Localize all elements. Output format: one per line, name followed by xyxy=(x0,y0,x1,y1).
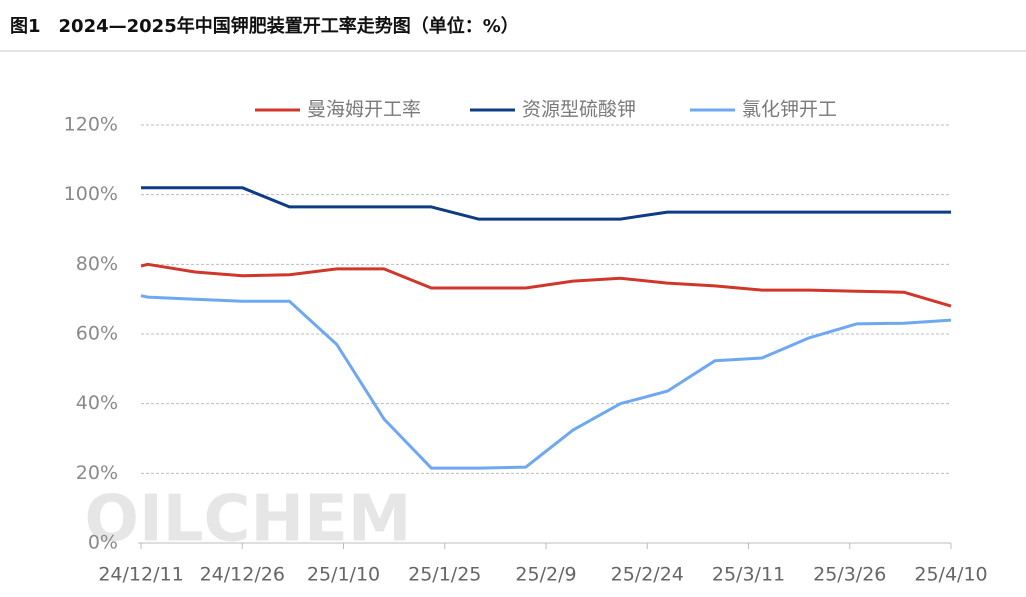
x-tick-label: 25/3/11 xyxy=(712,564,785,586)
legend-label: 资源型硫酸钾 xyxy=(522,99,636,121)
series-line xyxy=(140,294,952,470)
x-tick-label: 25/3/26 xyxy=(813,564,886,586)
y-tick-label: 40% xyxy=(76,392,118,414)
legend-label: 氯化钾开工 xyxy=(742,99,837,121)
y-tick-label: 60% xyxy=(76,323,118,345)
y-tick-label: 100% xyxy=(64,183,118,205)
y-tick-label: 80% xyxy=(76,253,118,275)
x-tick-label: 25/2/24 xyxy=(611,564,684,586)
x-tick-label: 25/1/25 xyxy=(408,564,481,586)
y-tick-label: 20% xyxy=(76,462,118,484)
series-line xyxy=(140,262,952,308)
y-tick-label: 0% xyxy=(88,532,118,554)
legend-label: 曼海姆开工率 xyxy=(307,99,421,121)
watermark: OILCHEM xyxy=(85,483,412,557)
x-tick-label: 25/4/10 xyxy=(914,564,987,586)
x-tick-label: 24/12/11 xyxy=(98,564,183,586)
chart-title: 图1 2024—2025年中国钾肥装置开工率走势图（单位：%） xyxy=(10,15,519,37)
x-tick-label: 25/2/9 xyxy=(515,564,576,586)
x-tick-label: 24/12/26 xyxy=(200,564,285,586)
x-tick-label: 25/1/10 xyxy=(307,564,380,586)
series-line xyxy=(141,186,951,221)
y-tick-label: 120% xyxy=(64,114,118,136)
